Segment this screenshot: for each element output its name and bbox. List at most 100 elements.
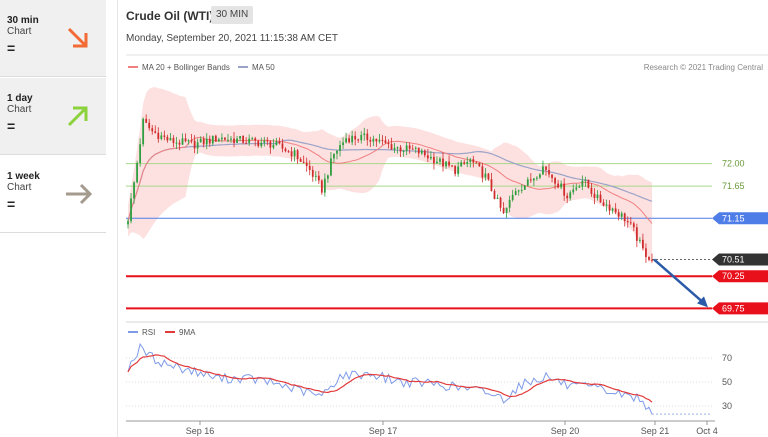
candle-body [499, 197, 502, 208]
timeframe-sidebar: 30 min Chart = 1 day Chart = 1 week Char… [0, 0, 106, 437]
candle-body [190, 140, 193, 142]
candle-body [248, 138, 251, 143]
candle-body [220, 137, 223, 140]
candle-body [205, 138, 208, 145]
candle-body [608, 204, 611, 211]
sidebar-item-title: 1 week [7, 171, 40, 182]
rsi-line [127, 342, 653, 415]
candle-body [478, 162, 481, 167]
candle-body [184, 138, 187, 142]
candle-body [648, 257, 650, 260]
bollinger-band [128, 87, 652, 265]
candle-body [360, 135, 363, 141]
candle-body [526, 179, 529, 186]
level-label: 71.65 [722, 181, 745, 191]
candle-body [302, 161, 305, 163]
candle-body [493, 190, 496, 199]
candle-body [457, 166, 460, 174]
candle-body [136, 162, 138, 183]
candle-body [357, 139, 360, 141]
x-tick-label: Sep 21 [641, 426, 670, 436]
level-label: 69.75 [722, 303, 745, 313]
candle-body [405, 145, 408, 151]
candle-body [539, 174, 541, 178]
candle-body [278, 141, 281, 144]
candle-body [475, 162, 478, 164]
candle-body [293, 150, 296, 157]
level-label: 72.00 [722, 159, 745, 169]
candle-body [366, 133, 369, 140]
candle-body [202, 138, 205, 145]
level-badge [712, 253, 768, 266]
candle-body [172, 137, 175, 143]
candle-body [433, 156, 435, 164]
candle-body [390, 144, 393, 150]
candle-body [275, 141, 278, 145]
candle-body [257, 140, 260, 147]
candle-body [623, 213, 626, 222]
candle-body [632, 223, 635, 228]
level-badge [712, 270, 768, 283]
candle-body [429, 156, 432, 159]
sidebar-item-30min[interactable]: 30 min Chart = [0, 0, 106, 77]
level-badge [712, 302, 768, 315]
candle-body [481, 166, 484, 178]
candle-body [242, 135, 244, 143]
candle-body [245, 142, 248, 144]
candle-body [354, 135, 357, 140]
candle-body [166, 136, 169, 141]
candle-body [436, 161, 438, 164]
rsi-tick-label: 30 [722, 401, 732, 411]
candle-body [596, 194, 599, 199]
candle-body [426, 155, 429, 159]
candle-body [157, 132, 160, 139]
candle-body [281, 143, 284, 149]
candle-body [336, 150, 338, 154]
candle-body [490, 179, 493, 191]
level-label: 70.51 [722, 254, 745, 264]
candle-body [587, 179, 590, 188]
sidebar-item-1week[interactable]: 1 week Chart = [0, 156, 106, 233]
candle-body [536, 177, 538, 179]
candle-body [224, 137, 226, 140]
candle-body [323, 178, 326, 193]
candle-body [590, 187, 593, 194]
candle-body [572, 189, 575, 193]
candle-body [542, 166, 544, 175]
candle-body [599, 194, 602, 203]
candle-body [181, 138, 184, 145]
sidebar-item-1day[interactable]: 1 day Chart = [0, 78, 106, 155]
candle-body [369, 139, 372, 142]
candle-body [651, 259, 653, 261]
candle-body [260, 142, 263, 147]
candle-body [317, 175, 320, 181]
ma50-legend-label: MA 50 [252, 63, 275, 72]
candle-body [342, 142, 344, 146]
rsi-ma-legend-swatch [165, 331, 175, 333]
candle-body [290, 151, 293, 157]
level-badge [712, 212, 768, 225]
rsi-tick-label: 70 [722, 353, 732, 363]
candle-body [605, 204, 608, 206]
candle-body [508, 199, 511, 208]
candle-body [348, 138, 351, 143]
candle-body [208, 138, 211, 144]
sidebar-item-eq: = [7, 40, 16, 56]
candle-body [420, 150, 423, 154]
candle-body [393, 147, 396, 150]
candle-body [154, 131, 157, 133]
candle-body [381, 139, 384, 141]
x-tick-label: Oct 4 [696, 426, 718, 436]
timeframe-badge[interactable]: 30 MIN [211, 6, 254, 24]
candle-body [351, 135, 354, 143]
candle-body [193, 140, 196, 149]
candle-body [148, 122, 151, 129]
candle-body [236, 138, 238, 143]
candle-body [284, 148, 287, 152]
rsi-legend-swatch [128, 331, 138, 333]
rsi-ma-line [127, 354, 653, 403]
sidebar-divider [117, 0, 118, 437]
x-tick-label: Sep 20 [551, 426, 580, 436]
candle-body [514, 191, 517, 195]
